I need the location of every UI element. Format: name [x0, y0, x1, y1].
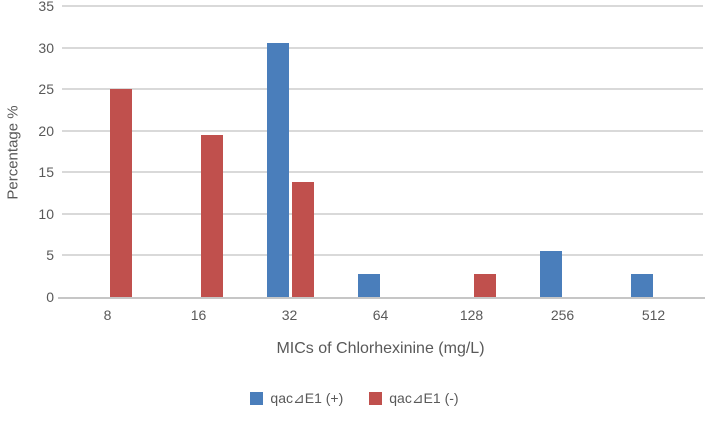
gridline: [62, 212, 703, 215]
legend-label: qac⊿E1 (-): [389, 390, 459, 406]
y-tick-label: 10: [38, 205, 54, 222]
x-axis-title: MICs of Chlorhexinine (mg/L): [276, 340, 485, 357]
x-tick-label: 512: [641, 307, 666, 323]
legend-swatch-icon: [250, 392, 264, 405]
gridline: [62, 46, 703, 49]
gridline: [62, 129, 703, 132]
gridline: [62, 171, 703, 174]
y-tick-label: 0: [46, 289, 54, 305]
bar-negative-32: [291, 181, 314, 297]
x-tick-label: 8: [103, 307, 112, 323]
gridline: [62, 88, 703, 91]
y-axis-title: Percentage %: [4, 105, 22, 200]
legend-label: qac⊿E1 (+): [270, 390, 344, 406]
x-tick-label: 128: [459, 307, 484, 323]
x-tick-label: 16: [190, 307, 207, 323]
legend-item-negative: qac⊿E1 (-): [369, 390, 459, 407]
bar-negative-128: [473, 273, 496, 297]
y-tick-label: 5: [46, 247, 54, 264]
x-tick-label: 256: [550, 307, 575, 323]
gridline: [62, 5, 703, 7]
legend: qac⊿E1 (+) qac⊿E1 (-): [0, 390, 709, 407]
bar-positive-256: [539, 250, 562, 297]
legend-swatch-icon: [369, 392, 383, 405]
legend-item-positive: qac⊿E1 (+): [250, 390, 343, 407]
x-axis-line: [58, 297, 705, 299]
x-tick-label: 32: [281, 307, 298, 323]
bar-positive-32: [266, 42, 289, 297]
bar-negative-16: [200, 135, 223, 297]
y-tick-label: 35: [38, 0, 54, 14]
y-tick-label: 30: [38, 39, 54, 56]
y-tick-label: 15: [38, 164, 54, 181]
y-tick-label: 25: [38, 81, 54, 98]
bar-positive-64: [357, 273, 380, 297]
bar-negative-8: [109, 89, 132, 297]
x-tick-label: 64: [372, 307, 389, 323]
gridline: [62, 254, 703, 257]
bar-positive-512: [630, 273, 653, 297]
y-tick-label: 20: [38, 122, 54, 139]
